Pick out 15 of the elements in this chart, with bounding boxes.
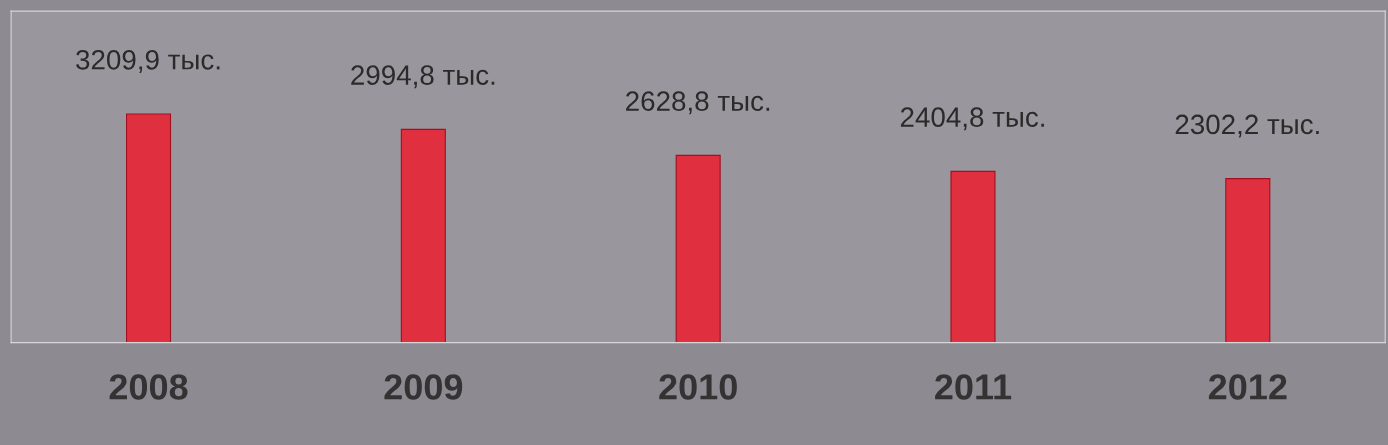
x-tick-label: 2010 xyxy=(659,374,737,400)
bar xyxy=(950,170,996,343)
x-tick-label: 2008 xyxy=(109,374,188,400)
x-tick-label: 2011 xyxy=(935,374,1012,400)
x-tick-label: 2009 xyxy=(384,374,463,400)
data-label: 2628,8 тыс. xyxy=(626,91,770,115)
x-tick-label: 2012 xyxy=(1208,374,1287,400)
data-label: 2994,8 тыс. xyxy=(351,65,495,89)
data-label: 2404,8 тыс. xyxy=(900,107,1044,131)
data-label: 2302,2 тыс. xyxy=(1175,114,1319,138)
bar xyxy=(675,154,721,343)
bar xyxy=(125,113,172,343)
data-label: 3209,9 тыс. xyxy=(76,49,220,73)
bar xyxy=(1225,178,1271,343)
bar xyxy=(400,128,446,343)
